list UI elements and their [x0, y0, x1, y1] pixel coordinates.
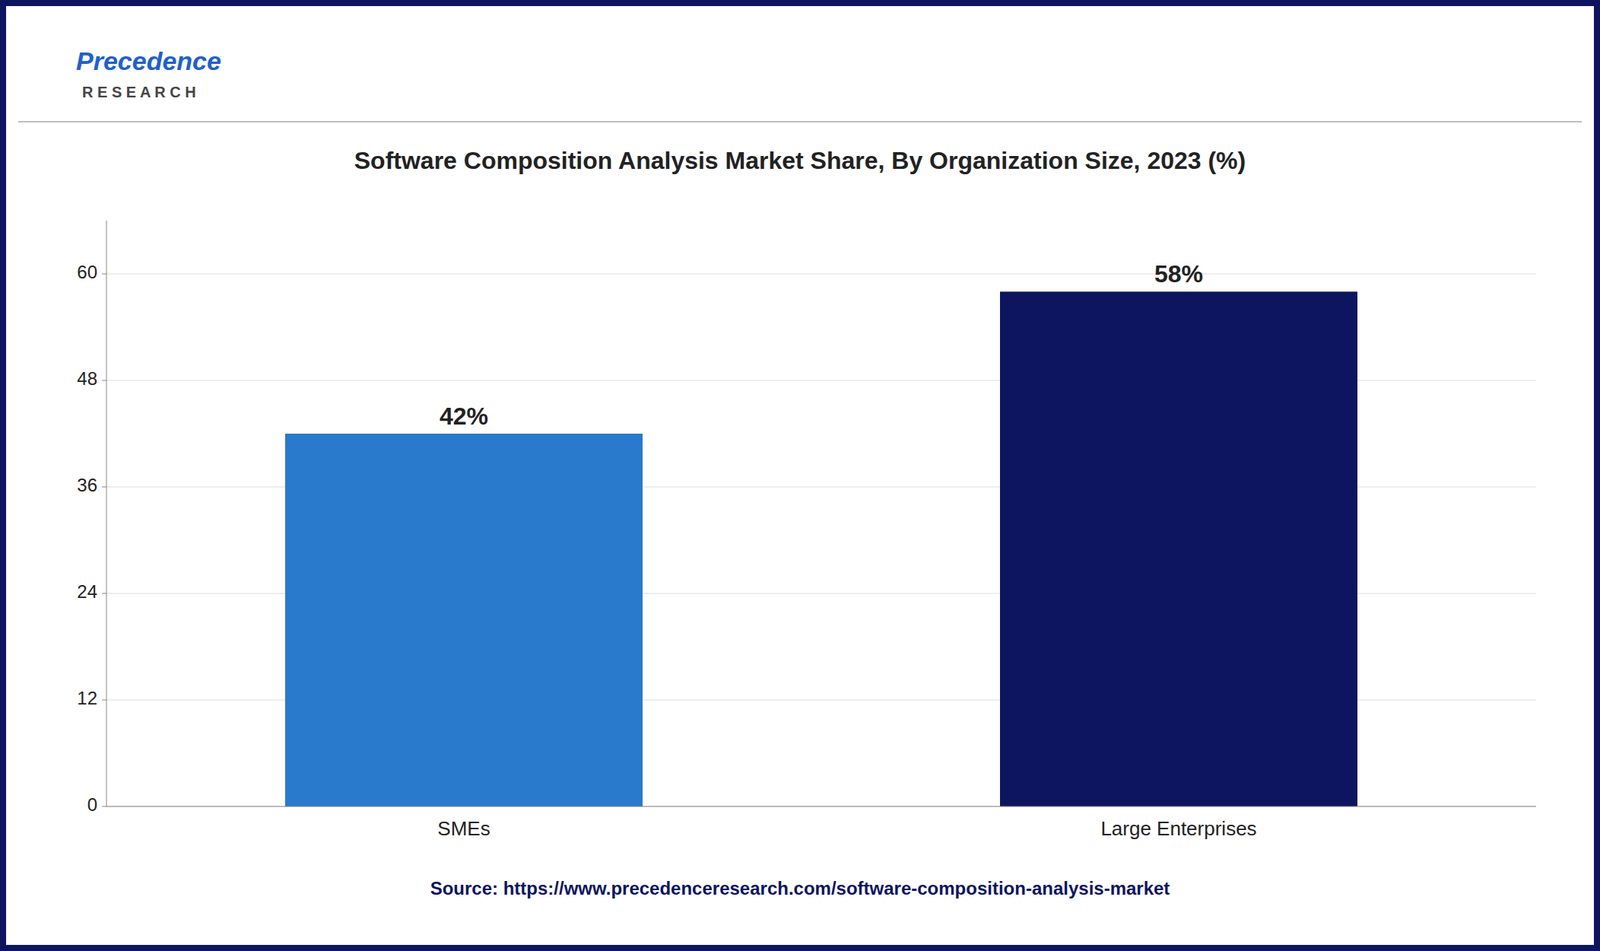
- chart: Precedence R E S E A R C H Software Compos…: [0, 0, 1600, 951]
- data-label: 42%: [439, 402, 489, 430]
- y-axis-line: [106, 220, 108, 807]
- logo: Precedence: [76, 46, 222, 76]
- grid-line: [106, 806, 1537, 807]
- grid-line: [106, 273, 1537, 275]
- title: Software Composition Analysis Market Sha…: [354, 146, 1246, 175]
- bar: [1000, 291, 1358, 807]
- tick: [101, 273, 107, 275]
- separator: [18, 120, 1582, 123]
- tick-label: 60: [76, 261, 98, 283]
- data-labels: 42% 58%: [439, 260, 1204, 430]
- tick: [101, 593, 107, 594]
- tick: [101, 380, 107, 381]
- bars: [285, 291, 1358, 807]
- tick-label: Large Enterprises: [1100, 816, 1257, 840]
- tick-label: 0: [87, 793, 98, 815]
- tick: [101, 486, 107, 488]
- tick: [101, 806, 107, 807]
- x-axis-line: [106, 805, 1537, 807]
- tick: [101, 699, 107, 701]
- bar: [285, 433, 643, 807]
- logo-subtitle: R E S E A R C H: [82, 83, 197, 101]
- tick-label: 24: [76, 580, 98, 602]
- tick-label: 48: [76, 368, 98, 389]
- source: Source: https://www.precedenceresearch.c…: [430, 877, 1171, 899]
- data-label: 58%: [1154, 260, 1204, 288]
- chart-container: Precedence R E S E A R C H Software Compos…: [0, 0, 1600, 951]
- border: [3, 3, 1597, 948]
- tick-label: SMEs: [437, 816, 490, 840]
- background: [0, 0, 1600, 951]
- x-axis: SMEs Large Enterprises: [106, 806, 1537, 840]
- tick-label: 36: [76, 474, 98, 496]
- tick-label: 12: [76, 687, 98, 708]
- y-axis: 0 12 24 36 48 60: [76, 220, 1537, 815]
